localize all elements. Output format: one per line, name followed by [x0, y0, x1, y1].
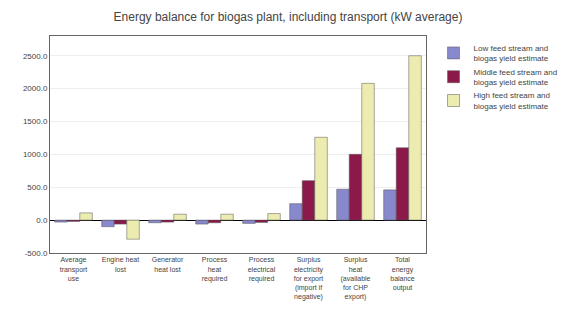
svg-text:Generatorheat lost: Generatorheat lost [152, 256, 184, 272]
svg-text:Processheatrequired: Processheatrequired [202, 256, 228, 282]
svg-text:High feed stream andbiogas yie: High feed stream andbiogas yield estimat… [474, 91, 551, 110]
svg-text:0.0: 0.0 [36, 216, 48, 225]
svg-text:500.0: 500.0 [27, 183, 48, 192]
svg-text:Processelectricalrequired: Processelectricalrequired [248, 256, 276, 282]
svg-text:Averagetransportuse: Averagetransportuse [60, 256, 88, 281]
svg-text:1500.0: 1500.0 [23, 117, 48, 126]
svg-text:Middle feed stream andbiogas y: Middle feed stream andbiogas yield estim… [474, 68, 558, 87]
svg-text:2000.0: 2000.0 [23, 84, 48, 93]
svg-text:2500.0: 2500.0 [23, 52, 48, 61]
svg-text:Surplusheat(availablefor CHPex: Surplusheat(availablefor CHPexport) [341, 256, 371, 300]
svg-text:Low feed stream andbiogas yiel: Low feed stream andbiogas yield estimate [474, 44, 549, 63]
svg-text:Energy balance for biogas plan: Energy balance for biogas plant, includi… [114, 10, 463, 24]
svg-text:Engine heatlost: Engine heatlost [102, 256, 139, 272]
svg-text:1000.0: 1000.0 [23, 150, 48, 159]
svg-text:Totalenergybalanceoutput: Totalenergybalanceoutput [390, 256, 415, 291]
svg-text:-500.0: -500.0 [25, 249, 48, 258]
svg-text:Surpluselectricityfor export(i: Surpluselectricityfor export(import ifne… [294, 256, 324, 300]
